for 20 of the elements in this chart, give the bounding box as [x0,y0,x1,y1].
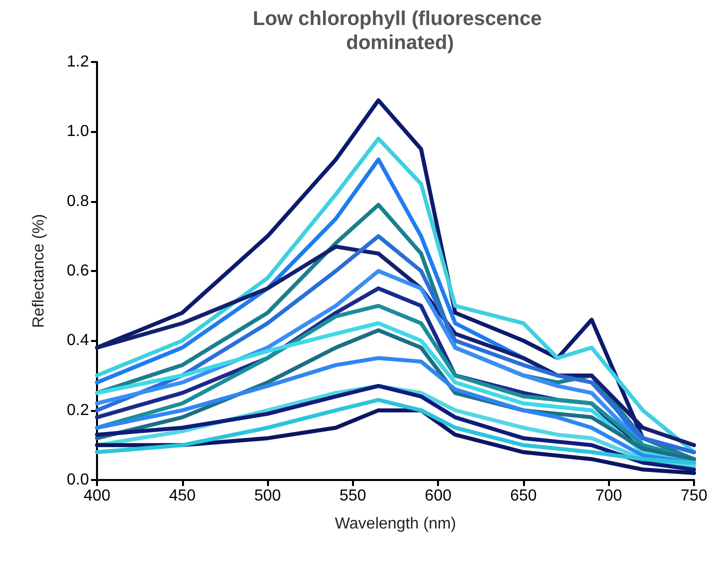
y-tick-label: 0.6 [66,262,90,280]
y-tick-label: 0.0 [66,472,90,488]
x-tick-label: 600 [424,488,452,504]
line-series [95,356,696,465]
x-tick-label: 400 [84,488,110,504]
y-tick-label: 0.8 [66,192,90,210]
x-axis-title: Wavelength (nm) [334,516,456,532]
x-tick-label: 650 [510,488,537,504]
chart-title: Low chlorophyll (fluorescence dominated) [252,8,548,54]
line-series [95,398,696,465]
x-tick-label: 450 [168,488,196,504]
y-axis-title: Reflectance (%) [30,214,48,328]
x-tick-label: 550 [340,488,366,504]
y-tick-label: 1.2 [66,54,90,70]
x-tick-label: 750 [680,488,708,504]
y-tick-label: 1.0 [66,123,90,140]
y-tick-label: 0.4 [66,332,90,350]
x-tick-label: 700 [595,488,622,504]
x-tick-label: 500 [254,488,282,504]
y-tick-label: 0.2 [66,402,90,419]
